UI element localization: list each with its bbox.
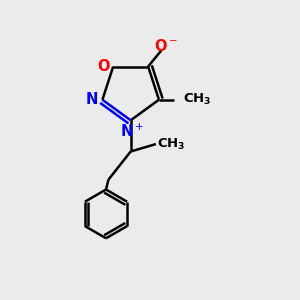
Text: $\mathbf{O}^-$: $\mathbf{O}^-$ <box>154 38 178 54</box>
Text: $\mathbf{CH_3}$: $\mathbf{CH_3}$ <box>183 92 211 107</box>
Text: O: O <box>98 59 110 74</box>
Text: N: N <box>86 92 98 107</box>
Text: $\mathbf{CH_3}$: $\mathbf{CH_3}$ <box>158 136 186 152</box>
Text: $\mathbf{N}^+$: $\mathbf{N}^+$ <box>120 123 144 140</box>
